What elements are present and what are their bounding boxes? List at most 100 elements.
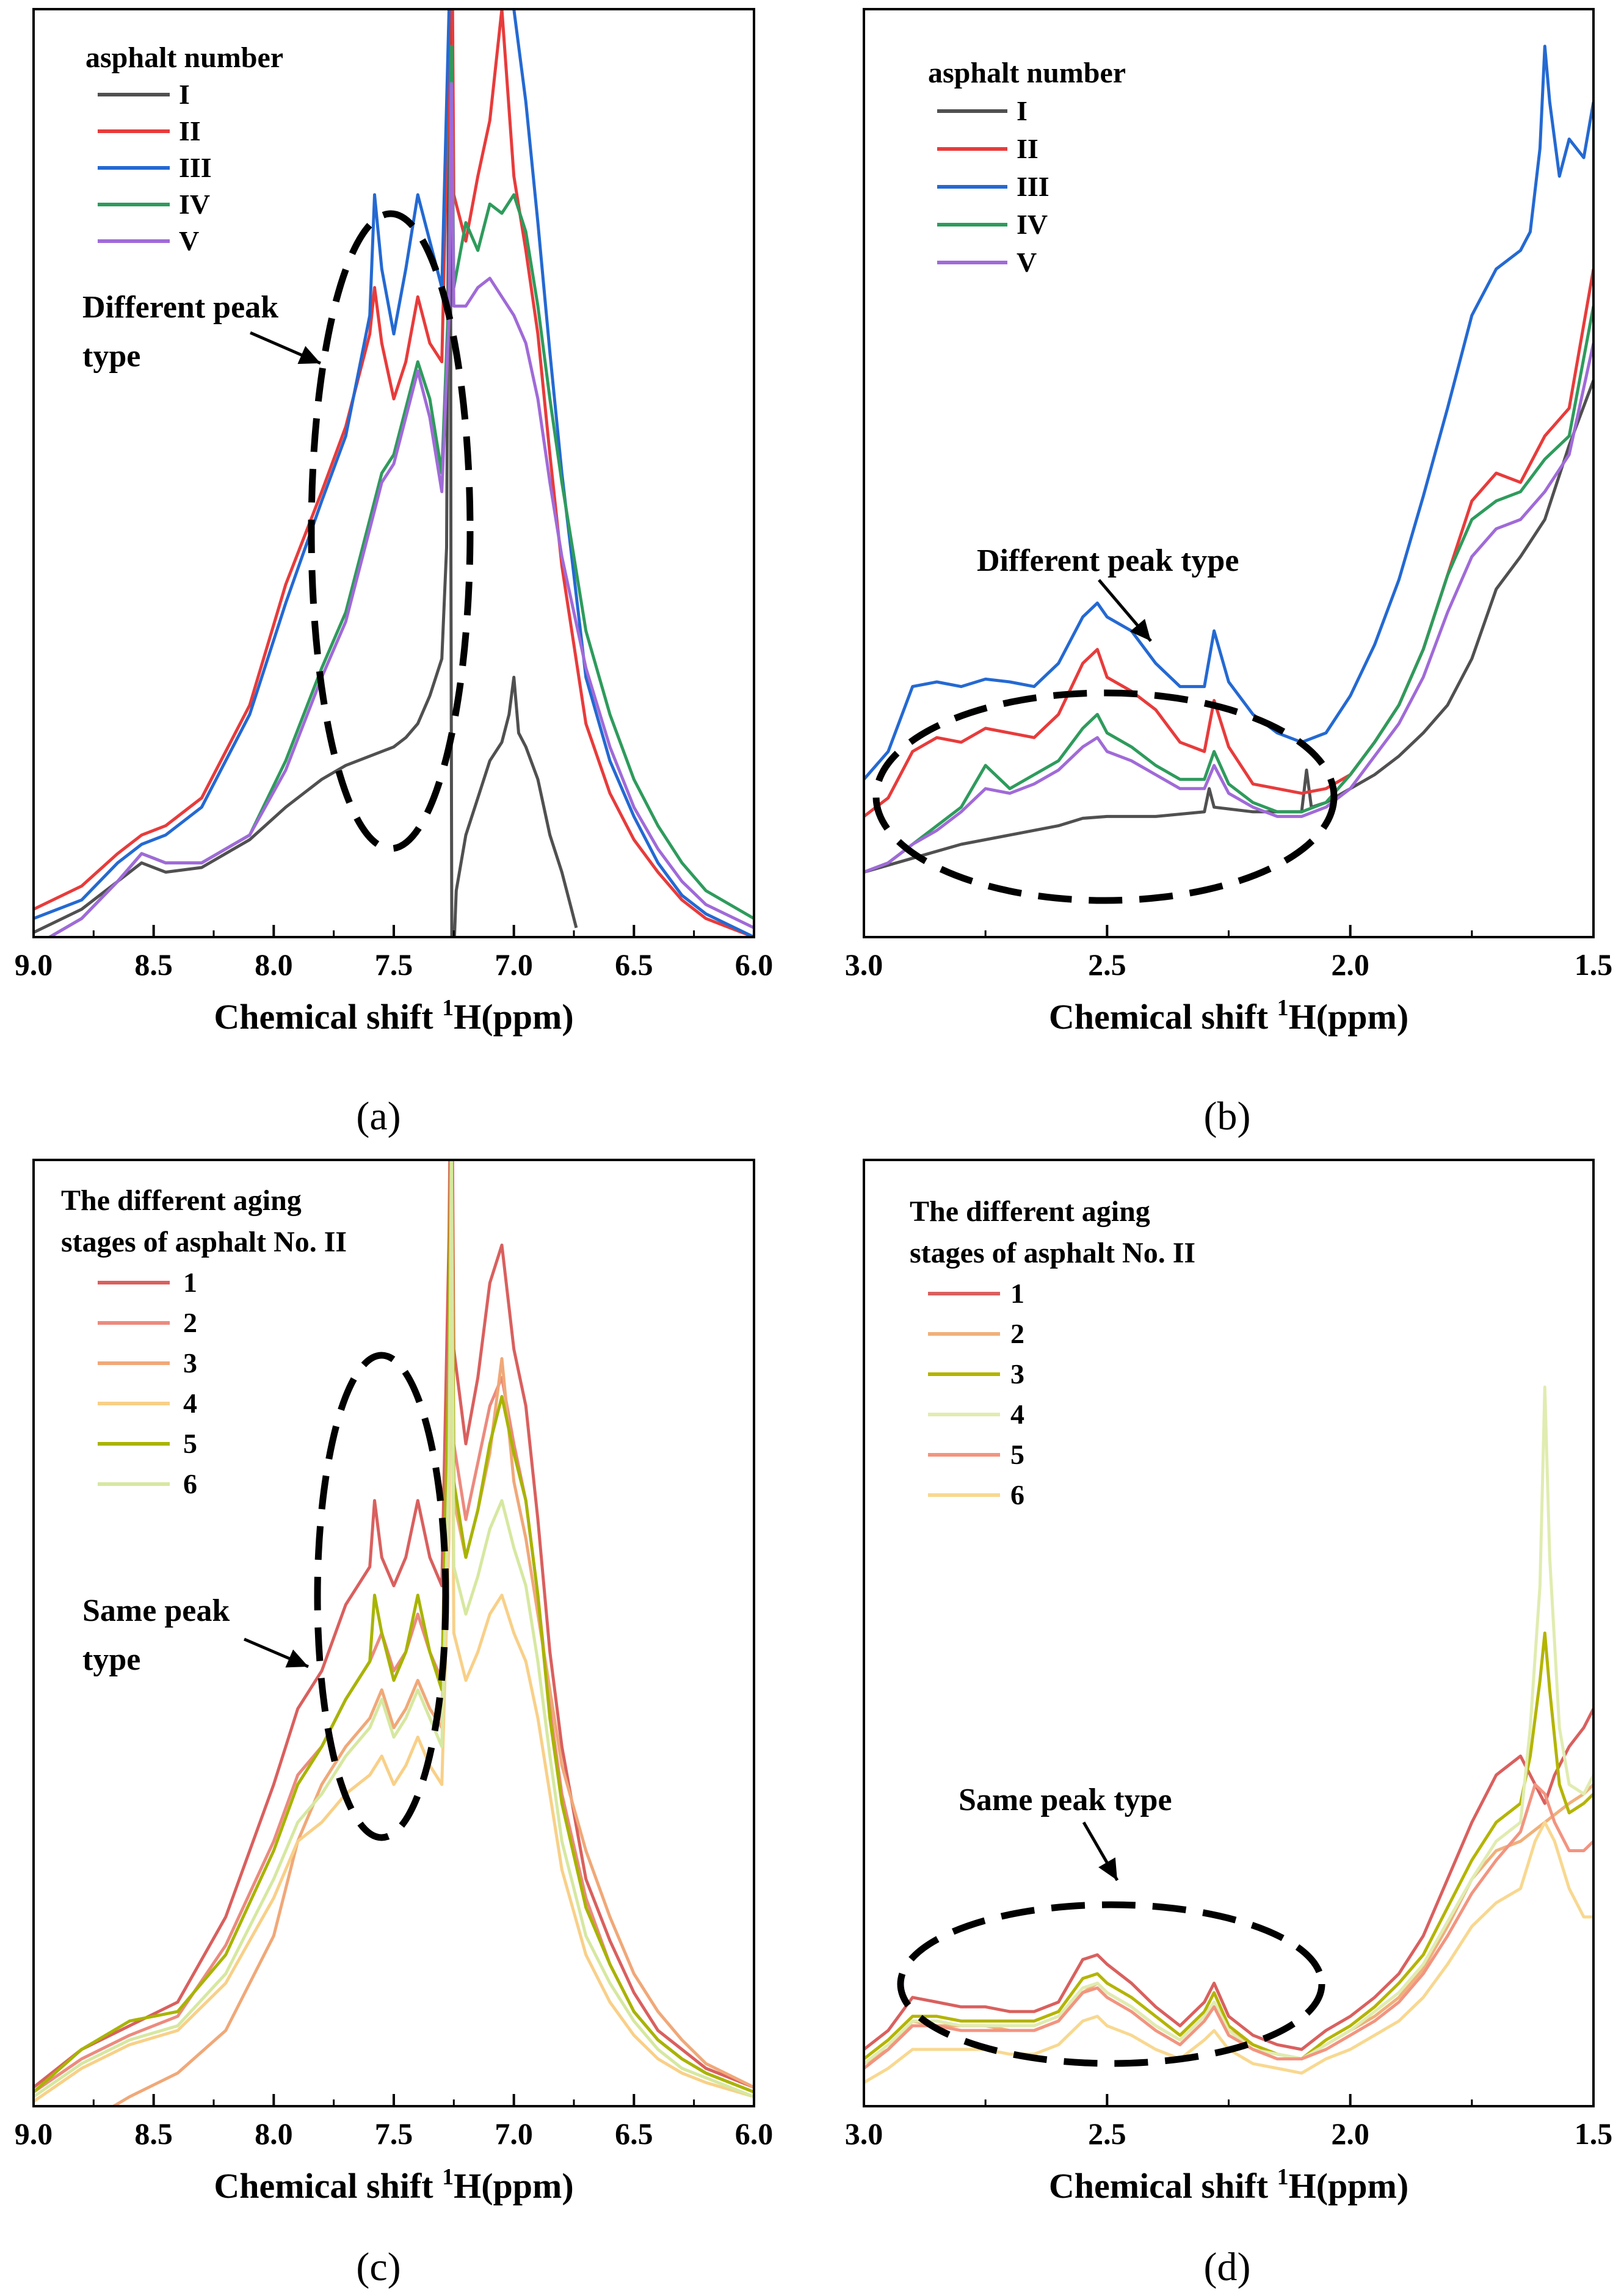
x-axis-label: Chemical shift 1H(ppm) — [1049, 995, 1408, 1037]
plot-frame — [32, 8, 755, 938]
annotation-text: Same peak — [82, 1593, 230, 1628]
legend-label-5: 5 — [1010, 1439, 1024, 1470]
highlight-ellipse — [308, 210, 474, 852]
x-axis-label: Chemical shift 1H(ppm) — [214, 2164, 573, 2206]
legend-title: stages of asphalt No. II — [61, 1226, 347, 1258]
x-tick-label: 8.0 — [255, 2117, 293, 2151]
legend: The different aging stages of asphalt No.… — [910, 1195, 1195, 1510]
plot-frame — [32, 1159, 755, 2107]
series-line-5 — [34, 1160, 754, 2094]
x-tick-label: 3.0 — [845, 2117, 883, 2151]
panel-d: 3.0 2.5 2.0 1.5 Chemical shift 1H(ppm) The di… — [845, 1159, 1613, 2289]
series-line-II — [34, 9, 754, 937]
legend-title: asphalt number — [85, 42, 283, 74]
series-line-III — [864, 45, 1593, 781]
x-tick-label: 6.5 — [615, 2117, 653, 2151]
x-tick-label: 8.0 — [255, 947, 293, 982]
legend-label-I: I — [179, 79, 190, 110]
series-line-6 — [34, 1160, 754, 2098]
series-line-II — [864, 269, 1593, 818]
x-tick-label: 8.5 — [134, 2117, 173, 2151]
legend-label-I: I — [1017, 95, 1028, 126]
legend-label-2: 2 — [183, 1307, 197, 1338]
x-tick-label: 2.0 — [1331, 2117, 1369, 2151]
x-tick-label: 2.0 — [1331, 947, 1369, 982]
x-tick-label: 2.5 — [1088, 2117, 1126, 2151]
series-line-6 — [864, 1820, 1593, 2084]
x-tick-label: 1.5 — [1575, 2117, 1613, 2151]
series-line-IV — [864, 305, 1593, 874]
panel-caption: (d) — [1204, 2245, 1251, 2289]
legend-label-1: 1 — [183, 1267, 197, 1298]
series-line-4 — [34, 1206, 754, 2103]
legend: The different aging stages of asphalt No.… — [61, 1184, 347, 1499]
x-tick-label: 7.0 — [495, 2117, 533, 2151]
x-tick-label: 6.0 — [735, 947, 774, 982]
x-tick-label: 2.5 — [1088, 947, 1126, 982]
annotation-arrow-head — [297, 346, 321, 364]
x-tick-label: 8.5 — [134, 947, 173, 982]
annotation-text: type — [82, 339, 140, 374]
x-tick-label: 3.0 — [845, 947, 883, 982]
series-line-1 — [864, 1708, 1593, 2051]
panel-caption: (a) — [356, 1094, 401, 1139]
legend-label-II: II — [179, 115, 201, 147]
panel-c: 9.0 8.5 8.0 7.5 7.0 6.5 6.0 Chemical shift 1H(p… — [15, 1159, 774, 2289]
x-tick-label: 7.0 — [495, 947, 533, 982]
panel-caption: (c) — [356, 2245, 401, 2289]
series-line-V — [46, 82, 754, 937]
x-tick-label: 6.0 — [735, 2117, 774, 2151]
x-tick-label: 9.0 — [15, 2117, 53, 2151]
series-line-I — [34, 9, 578, 937]
legend-label-2: 2 — [1010, 1318, 1024, 1349]
annotation-arrow-head — [285, 1649, 308, 1668]
legend-label-4: 4 — [1010, 1399, 1024, 1430]
legend-label-IV: IV — [179, 189, 210, 220]
series-line-2 — [34, 1160, 754, 2094]
annotation-text: Different peak — [82, 290, 278, 325]
x-tick-label: 1.5 — [1575, 947, 1613, 982]
series-line-III — [34, 9, 754, 937]
highlight-ellipse — [872, 689, 1338, 904]
highlight-ellipse — [897, 1901, 1325, 2067]
panel-b: 3.0 2.5 2.0 1.5 Chemical shift 1H(ppm) asphal… — [845, 8, 1613, 1139]
annotation-text: type — [82, 1642, 140, 1677]
series-line-4 — [864, 1385, 1593, 2065]
legend-label-4: 4 — [183, 1388, 197, 1419]
x-axis-label: Chemical shift 1H(ppm) — [1049, 2164, 1408, 2206]
x-tick-label: 7.5 — [375, 947, 413, 982]
legend-title: asphalt number — [928, 57, 1126, 89]
series-line-V — [864, 342, 1593, 874]
legend-label-3: 3 — [183, 1347, 197, 1378]
series-line-3 — [111, 1160, 754, 2106]
annotation-text: Different peak type — [977, 543, 1239, 578]
legend-label-6: 6 — [183, 1468, 197, 1499]
series-line-5 — [864, 1783, 1593, 2070]
series-line-1 — [34, 1160, 754, 2089]
legend-label-III: III — [1017, 171, 1049, 202]
panel-caption: (b) — [1204, 1094, 1251, 1139]
legend-title: The different aging — [910, 1195, 1150, 1228]
highlight-ellipse — [314, 1352, 449, 1841]
legend-label-II: II — [1017, 133, 1039, 164]
annotation-text: Same peak type — [959, 1783, 1172, 1817]
legend-label-5: 5 — [183, 1428, 197, 1459]
annotation-arrow-head — [1129, 618, 1151, 641]
annotation-arrow-head — [1098, 1857, 1117, 1880]
legend-label-3: 3 — [1010, 1358, 1024, 1389]
legend-label-IV: IV — [1017, 209, 1048, 240]
legend-title: The different aging — [61, 1184, 302, 1217]
legend-label-6: 6 — [1010, 1479, 1024, 1510]
legend-title: stages of asphalt No. II — [910, 1237, 1195, 1269]
x-tick-label: 7.5 — [375, 2117, 413, 2151]
plot-frame — [863, 1159, 1595, 2107]
series-line-IV — [46, 45, 754, 937]
legend-label-III: III — [179, 152, 212, 183]
series-line-3 — [864, 1631, 1593, 2060]
series-line-I — [864, 380, 1593, 874]
legend-label-V: V — [179, 225, 199, 256]
x-tick-label: 6.5 — [615, 947, 653, 982]
